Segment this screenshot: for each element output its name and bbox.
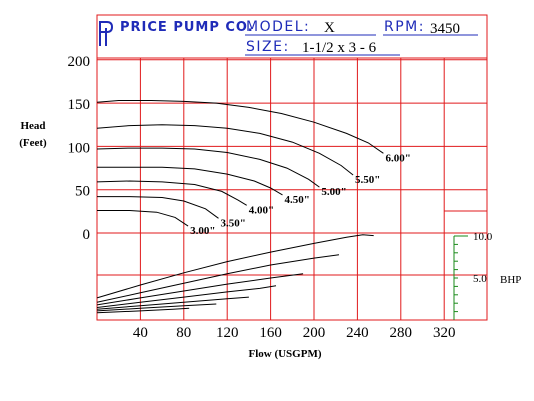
bhp-curve [96, 234, 374, 299]
x-tick-label: 80 [176, 325, 191, 341]
size-value: 1-1/2 x 3 - 6 [302, 40, 377, 56]
bhp-curve [96, 307, 190, 314]
bhp-curve [96, 285, 277, 308]
tick-labels: 200 150 100 50 0 40 80 120 160 200 240 280 320 [68, 54, 456, 341]
head-curve-label: 4.00" [249, 204, 274, 216]
x-tick-label: 160 [259, 325, 282, 341]
grid [96, 14, 488, 321]
bhp-scale-tick-label: 5.0 [473, 273, 487, 285]
header: PRICE PUMP CO. MODEL: X RPM: 3450 SIZE: … [99, 19, 478, 56]
bhp-curve [96, 296, 249, 310]
y-tick-label: 200 [68, 54, 91, 70]
y-tick-label: 50 [75, 184, 90, 200]
rpm-value: 3450 [430, 21, 460, 37]
y-tick-label: 150 [68, 97, 91, 113]
bhp-scale: 10.0 5.0 BHP [453, 231, 521, 320]
bhp-curve [96, 273, 304, 306]
head-curve-label: 4.50" [285, 194, 310, 206]
bhp-curve [96, 303, 217, 312]
head-curve-label: 6.00" [385, 152, 410, 164]
head-curve [97, 166, 283, 196]
x-tick-label: 40 [133, 325, 148, 341]
size-label: SIZE: [246, 39, 290, 55]
x-tick-label: 200 [303, 325, 326, 341]
head-curve [97, 210, 189, 227]
x-axis-label: Flow (USGPM) [248, 348, 321, 360]
head-curve-label: 5.00" [321, 186, 346, 198]
bhp-curve [96, 254, 340, 303]
head-curve-label: 5.50" [355, 174, 380, 186]
head-curve [97, 196, 219, 219]
x-tick-label: 280 [390, 325, 413, 341]
bhp-scale-label: BHP [500, 274, 521, 286]
brand-name: PRICE PUMP CO. [120, 20, 254, 35]
y-axis-label-line2: (Feet) [19, 137, 47, 149]
model-value: X [324, 20, 335, 36]
brand-logo-icon [99, 21, 114, 46]
head-curve [96, 124, 354, 176]
head-curve [96, 100, 384, 154]
y-tick-label: 100 [68, 140, 91, 156]
x-tick-label: 320 [433, 325, 456, 341]
x-tick-label: 120 [216, 325, 239, 341]
head-curve-label: 3.50" [221, 217, 246, 229]
curves: 6.00" 5.50" 5.00" 4.50" 4.00"3.50" 3.00" [96, 100, 411, 314]
head-curve-label: 3.00" [190, 225, 215, 237]
bhp-scale-tick-label: 10.0 [473, 231, 493, 243]
y-tick-label: 0 [83, 227, 91, 243]
head-curve [96, 180, 247, 206]
head-curve [96, 147, 320, 188]
y-axis-label-line1: Head [20, 120, 45, 132]
x-tick-label: 240 [346, 325, 369, 341]
rpm-label: RPM: [384, 19, 425, 35]
model-label: MODEL: [246, 19, 310, 35]
